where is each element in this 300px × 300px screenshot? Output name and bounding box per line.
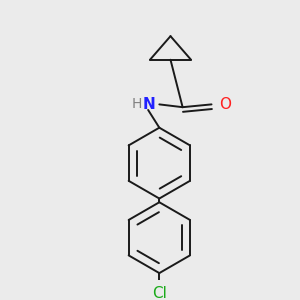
Text: H: H <box>132 98 142 111</box>
Text: Cl: Cl <box>152 286 167 300</box>
Text: O: O <box>219 97 231 112</box>
Text: N: N <box>143 97 155 112</box>
